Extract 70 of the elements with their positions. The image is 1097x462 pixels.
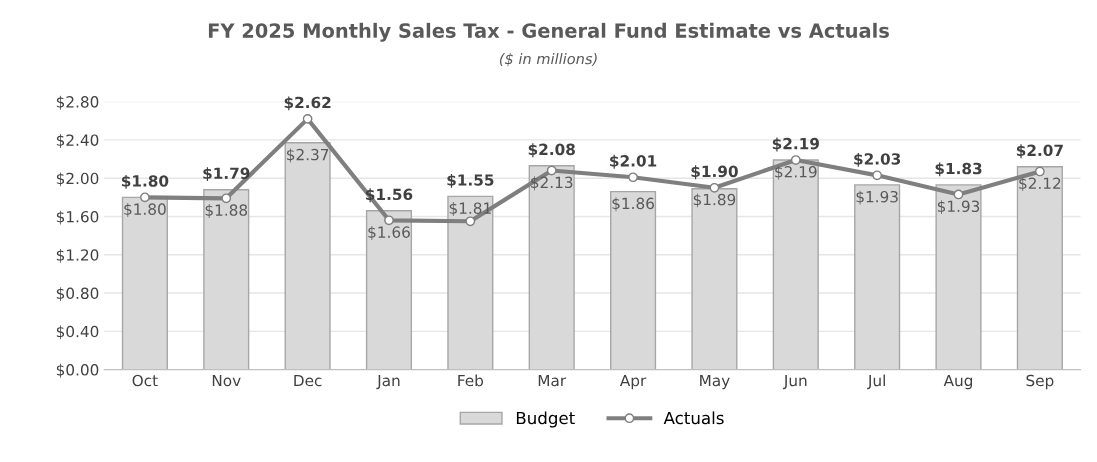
y-tick-label: $2.80 bbox=[56, 95, 99, 110]
point bbox=[1035, 166, 1045, 177]
data-label: $2.62 bbox=[284, 96, 331, 111]
bar bbox=[365, 210, 413, 370]
point bbox=[790, 155, 801, 165]
bar bbox=[609, 190, 657, 370]
bar bbox=[772, 159, 819, 370]
point bbox=[872, 170, 883, 181]
data-label: $1.90 bbox=[691, 165, 738, 180]
chart-subtitle: ($ in millions) bbox=[499, 53, 597, 67]
data-label: $2.19 bbox=[775, 165, 817, 180]
bar bbox=[691, 188, 738, 370]
point bbox=[465, 216, 476, 227]
data-label: $2.37 bbox=[287, 148, 329, 163]
data-label: $1.66 bbox=[368, 226, 410, 240]
x-tick-label: Jul bbox=[867, 374, 885, 390]
y-tick-label: $0.80 bbox=[56, 287, 99, 302]
point bbox=[140, 192, 150, 203]
y-tick-label: $2.00 bbox=[56, 172, 99, 187]
x-tick-label: Jun bbox=[783, 374, 807, 390]
bar bbox=[528, 165, 575, 370]
x-tick-label: Dec bbox=[294, 374, 322, 387]
y-tick-label: $2.40 bbox=[56, 134, 99, 148]
x-tick-label: Apr bbox=[619, 374, 647, 390]
data-label: $2.19 bbox=[772, 137, 819, 152]
data-label: $2.03 bbox=[854, 152, 901, 167]
x-tick-label: Feb bbox=[458, 374, 484, 387]
point bbox=[953, 189, 964, 200]
chart-title: FY 2025 Monthly Sales Tax - General Fund Estimate vs Actuals bbox=[208, 22, 889, 42]
bar bbox=[284, 142, 331, 370]
data-label: $1.86 bbox=[612, 197, 654, 212]
data-label: $1.79 bbox=[203, 167, 250, 182]
x-tick-label: Oct bbox=[132, 374, 158, 387]
data-label: $1.55 bbox=[447, 173, 494, 188]
data-label: $2.01 bbox=[610, 154, 657, 169]
data-label: $1.93 bbox=[937, 200, 980, 215]
legend-label: Budget bbox=[516, 411, 575, 428]
x-tick-label: Jan bbox=[376, 374, 400, 390]
y-tick-label: $0.00 bbox=[56, 363, 99, 378]
point bbox=[628, 172, 638, 183]
data-label: $1.80 bbox=[124, 203, 166, 217]
y-tick-label: $1.20 bbox=[56, 248, 99, 263]
x-tick-label: Nov bbox=[212, 374, 241, 387]
data-label: $1.93 bbox=[856, 190, 898, 205]
point bbox=[302, 114, 313, 124]
x-tick-label: May bbox=[700, 374, 730, 390]
bar bbox=[935, 184, 982, 370]
point bbox=[709, 182, 720, 193]
bar bbox=[854, 184, 901, 370]
data-label: $1.83 bbox=[935, 162, 982, 177]
data-label: $1.88 bbox=[205, 204, 248, 218]
bar bbox=[1016, 166, 1063, 370]
y-tick-label: $0.40 bbox=[56, 325, 99, 340]
bar bbox=[203, 188, 250, 370]
point bbox=[384, 215, 394, 226]
x-tick-label: Sep bbox=[1026, 374, 1054, 390]
data-label: $1.89 bbox=[693, 193, 736, 208]
x-tick-label: Aug bbox=[943, 374, 973, 390]
data-label: $2.08 bbox=[528, 143, 575, 158]
y-tick-label: $1.60 bbox=[56, 210, 99, 225]
data-label: $2.07 bbox=[1016, 144, 1063, 159]
data-label: $2.13 bbox=[531, 176, 573, 191]
bar bbox=[447, 195, 494, 370]
point bbox=[221, 193, 232, 204]
data-label: $2.12 bbox=[1019, 177, 1061, 192]
data-label: $1.80 bbox=[121, 174, 169, 189]
bar bbox=[121, 196, 168, 370]
point bbox=[546, 165, 557, 176]
x-tick-label: Mar bbox=[538, 374, 567, 387]
legend-label: Actuals bbox=[663, 411, 724, 425]
